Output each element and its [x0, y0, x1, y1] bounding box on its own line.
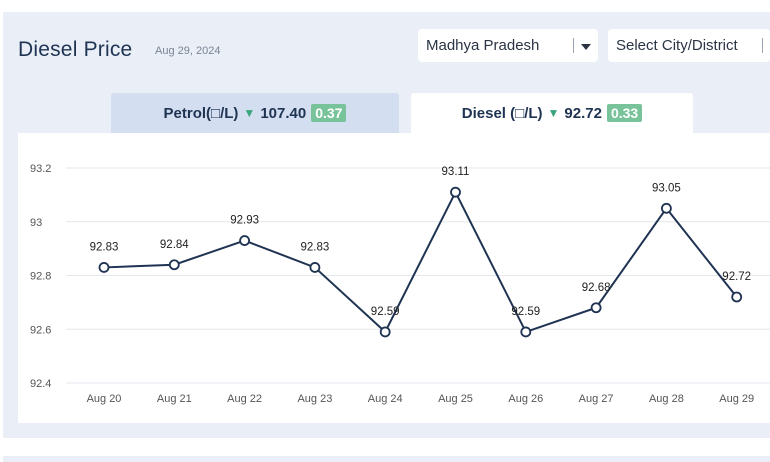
data-point	[450, 186, 461, 198]
tab-diesel-price: 92.72	[564, 104, 602, 122]
price-line-chart: 93.2 93 92.8 92.6 92.4 Aug 20 Aug 21 Aug 22 Aug …	[30, 163, 770, 405]
x-tick-label: Aug 20	[87, 393, 122, 405]
data-point	[379, 326, 391, 338]
bottom-divider	[3, 456, 770, 462]
select-divider	[762, 38, 763, 53]
down-arrow-icon: ▼	[243, 106, 256, 120]
data-point	[731, 291, 743, 303]
city-select-placeholder: Select City/District	[616, 37, 738, 54]
y-tick-label: 92.6	[30, 324, 51, 336]
x-tick-label: Aug 28	[649, 393, 684, 405]
x-tick-label: Aug 25	[438, 393, 473, 405]
data-point	[661, 202, 672, 214]
y-tick-label: 92.8	[30, 271, 51, 283]
data-label: 92.93	[230, 215, 259, 227]
price-date: Aug 29, 2024	[155, 45, 221, 57]
data-label: 93.05	[652, 182, 681, 194]
tab-petrol-change-badge: 0.37	[311, 104, 347, 122]
y-tick-label: 92.4	[30, 378, 51, 390]
tab-petrol[interactable]: Petrol(□/L) ▼ 107.40 0.37	[111, 93, 399, 133]
data-point	[239, 235, 251, 246]
x-tick-label: Aug 29	[719, 393, 754, 405]
data-point	[309, 262, 321, 273]
chevron-down-icon[interactable]	[581, 44, 591, 50]
y-tick-label: 93	[30, 217, 42, 229]
state-select[interactable]: Madhya Pradesh	[418, 29, 598, 62]
tab-petrol-price: 107.40	[260, 104, 307, 122]
data-point	[98, 262, 110, 273]
data-label: 92.84	[160, 239, 189, 251]
down-arrow-icon: ▼	[547, 106, 560, 120]
data-point	[168, 259, 180, 271]
x-tick-label: Aug 26	[508, 393, 543, 405]
data-point	[590, 302, 602, 314]
select-divider	[573, 38, 574, 53]
x-tick-label: Aug 23	[297, 393, 332, 405]
chart-container: 93.2 93 92.8 92.6 92.4 Aug 20 Aug 21 Aug 22 Aug …	[18, 133, 770, 423]
city-select[interactable]: Select City/District	[608, 29, 770, 62]
x-tick-label: Aug 22	[227, 393, 262, 405]
tab-petrol-label: Petrol(□/L)	[163, 104, 239, 122]
data-label: 92.83	[301, 241, 330, 253]
data-label: 93.11	[442, 166, 470, 178]
x-tick-label: Aug 24	[368, 393, 403, 405]
page-title: Diesel Price	[18, 38, 133, 61]
data-point	[520, 326, 532, 338]
data-label: 92.59	[371, 306, 400, 318]
series-line	[103, 189, 738, 334]
x-tick-label: Aug 27	[579, 393, 614, 405]
x-tick-label: Aug 21	[157, 393, 192, 405]
data-label: 92.83	[90, 241, 119, 253]
tab-diesel-change-badge: 0.33	[606, 104, 643, 122]
tab-diesel-label: Diesel (□/L)	[461, 104, 543, 122]
data-label: 92.72	[722, 271, 751, 283]
y-tick-label: 93.2	[30, 163, 51, 175]
state-select-value: Madhya Pradesh	[426, 37, 540, 54]
data-label: 92.68	[582, 282, 611, 294]
data-label: 92.59	[511, 306, 540, 318]
tab-diesel[interactable]: Diesel (□/L) ▼ 92.72 0.33	[411, 93, 693, 133]
